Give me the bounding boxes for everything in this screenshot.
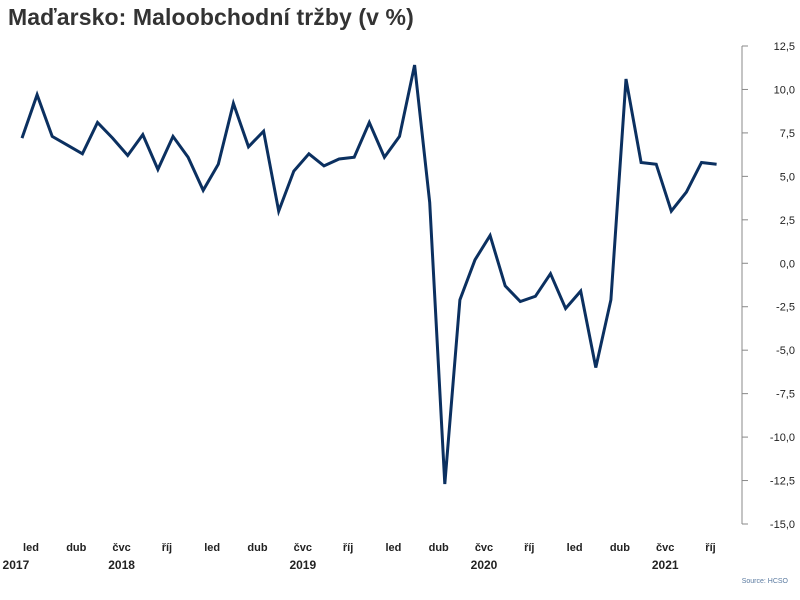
x-tick-label: říj (705, 542, 715, 554)
source-note: Source: HCSO (741, 578, 788, 585)
y-tick-label: -15,0 (770, 519, 795, 531)
y-tick-label: 7,5 (780, 128, 795, 140)
x-year-label: 2018 (108, 558, 135, 572)
x-tick-label: čvc (294, 542, 312, 554)
x-tick-label: led (385, 542, 401, 554)
x-tick-label: říj (343, 542, 353, 554)
y-tick-label: 12,5 (774, 41, 795, 53)
x-tick-label: led (567, 542, 583, 554)
y-tick-label: -12,5 (770, 476, 795, 488)
x-tick-label: čvc (112, 542, 130, 554)
x-tick-label: čvc (475, 542, 493, 554)
x-tick-label: dub (610, 542, 630, 554)
y-tick-label: 5,0 (780, 171, 795, 183)
x-tick-label: led (23, 542, 39, 554)
y-tick-label: 0,0 (780, 258, 795, 270)
x-year-label: 2019 (289, 558, 316, 572)
y-axis: 12,5 10,0 7,5 5,0 2,5 0,0 -2,5 -5,0 -7,5 -10,0 -12… (741, 41, 795, 531)
x-tick-label: dub (429, 542, 449, 554)
y-tick-label: -2,5 (776, 302, 795, 314)
series-line (20, 64, 717, 485)
x-tick-label: říj (524, 542, 534, 554)
x-tick-label: říj (162, 542, 172, 554)
x-axis: led dub čvc říj led dub čvc říj led dub čvc říj led d… (3, 542, 716, 572)
y-tick-label: 10,0 (774, 84, 795, 96)
y-tick-label: -5,0 (776, 345, 795, 357)
x-tick-label: dub (66, 542, 86, 554)
x-year-label: 2021 (652, 558, 679, 572)
x-tick-label: čvc (656, 542, 674, 554)
x-year-label: 2017 (3, 558, 30, 572)
x-tick-label: led (204, 542, 220, 554)
x-tick-label: dub (247, 542, 267, 554)
y-tick-label: 2,5 (780, 215, 795, 227)
y-tick-label: -10,0 (770, 432, 795, 444)
series-layer (20, 64, 717, 485)
chart-title: Maďarsko: Maloobchodní tržby (v %) (8, 4, 414, 30)
x-year-label: 2020 (471, 558, 498, 572)
y-tick-label: -7,5 (776, 389, 795, 401)
